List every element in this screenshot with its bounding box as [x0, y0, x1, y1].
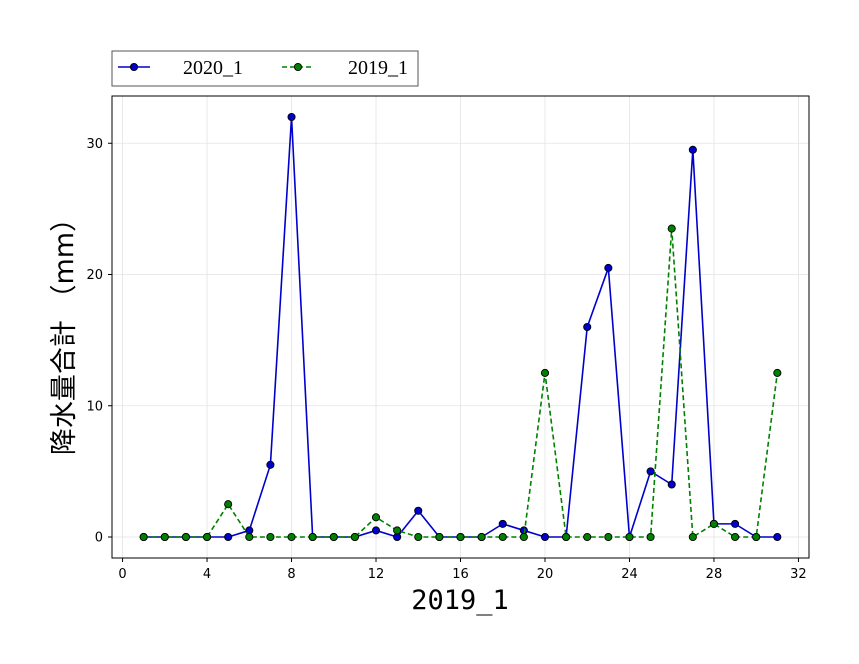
data-point — [350, 532, 359, 542]
data-point — [287, 532, 296, 542]
data-point — [139, 532, 148, 542]
data-point — [583, 322, 592, 332]
data-point — [773, 532, 782, 542]
data-point — [287, 112, 296, 122]
x-tick-label: 0 — [118, 567, 126, 582]
data-point — [688, 532, 697, 542]
data-point — [688, 145, 697, 154]
data-point — [245, 532, 254, 542]
x-tick-label: 8 — [287, 567, 295, 582]
legend-marker-2019 — [293, 62, 303, 72]
y-tick-label: 10 — [86, 399, 103, 414]
y-tick-label: 30 — [86, 137, 103, 152]
grid-lines — [112, 96, 809, 558]
data-point — [519, 532, 528, 542]
data-point — [752, 532, 761, 542]
x-tick-label: 16 — [452, 567, 469, 582]
legend-box — [111, 50, 419, 87]
data-point — [393, 526, 402, 535]
x-tick-label: 28 — [706, 567, 723, 582]
legend-label-2019: 2019_1 — [348, 57, 408, 79]
data-point — [266, 532, 275, 542]
x-tick-label: 24 — [621, 567, 638, 582]
data-point — [435, 532, 444, 542]
data-point — [160, 532, 169, 542]
data-point — [773, 368, 782, 377]
data-point — [498, 519, 507, 528]
legend-marker-2020 — [129, 62, 139, 72]
data-point — [266, 460, 275, 469]
legend-label-2020: 2020_1 — [183, 57, 243, 79]
data-point — [498, 532, 507, 542]
data-point — [181, 532, 190, 542]
data-point — [604, 263, 613, 272]
data-point — [308, 532, 317, 542]
x-axis-title: 2019_1 — [411, 585, 509, 616]
data-point — [667, 480, 676, 489]
series-2019_1 — [139, 224, 782, 542]
x-tick-label: 4 — [203, 567, 211, 582]
data-point — [371, 513, 381, 522]
data-point — [731, 532, 740, 542]
data-point — [540, 532, 550, 542]
legend: 2020_1 2019_1 — [111, 50, 419, 87]
data-point — [583, 532, 592, 542]
axis-ticks: 0 4 8 12 16 20 24 28 32 0 10 20 30 — [86, 137, 806, 582]
data-point — [604, 532, 613, 542]
x-tick-label: 12 — [368, 567, 385, 582]
data-point — [562, 532, 571, 542]
data-point — [540, 368, 550, 377]
data-point — [646, 532, 655, 542]
data-point — [371, 526, 381, 535]
data-point — [625, 532, 634, 542]
data-point — [224, 532, 233, 542]
y-axis-title: 降水量合計 （mm） — [49, 205, 80, 455]
data-point — [414, 506, 423, 515]
x-tick-label: 20 — [537, 567, 554, 582]
series-layer — [139, 112, 782, 542]
data-point — [202, 532, 212, 542]
x-tick-label: 32 — [790, 567, 807, 582]
data-point — [667, 224, 676, 233]
data-point — [646, 467, 655, 476]
data-point — [731, 519, 740, 528]
y-tick-label: 20 — [86, 268, 103, 283]
data-point — [709, 519, 719, 528]
data-point — [477, 532, 486, 542]
data-point — [329, 532, 338, 542]
data-point — [224, 500, 233, 509]
data-point — [456, 532, 465, 542]
y-tick-label: 0 — [95, 531, 103, 546]
data-point — [414, 532, 423, 542]
